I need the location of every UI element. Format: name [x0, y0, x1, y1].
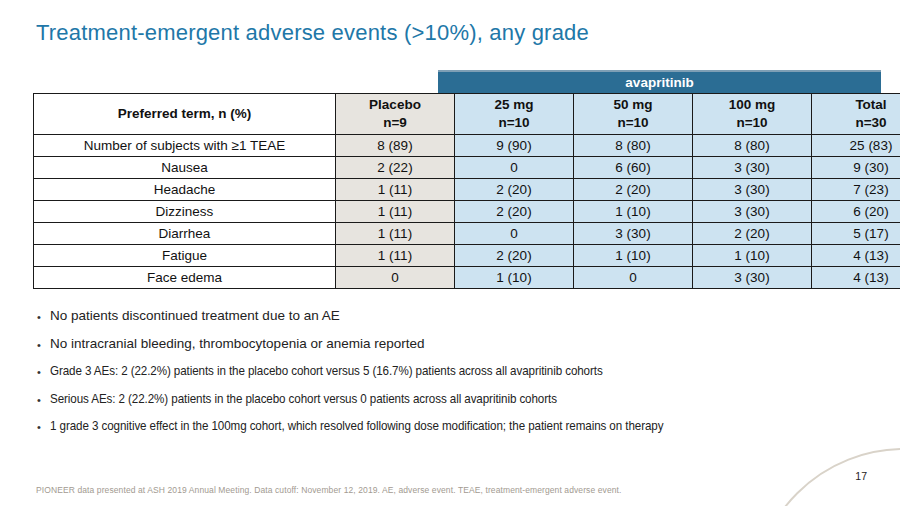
page-number: 17: [855, 470, 867, 482]
value-cell: 3 (30): [693, 201, 812, 223]
value-cell: 6 (20): [812, 201, 900, 223]
value-cell: 1 (10): [693, 245, 812, 267]
table-row-dizziness: Dizziness1 (11)2 (20)1 (10)3 (30)6 (20): [34, 201, 900, 223]
bullet-item-3: •Grade 3 AEs: 2 (22.2%) patients in the …: [37, 363, 887, 391]
value-cell: 1 (10): [574, 245, 693, 267]
bullet-item-2: •No intracranial bleeding, thrombocytope…: [37, 336, 887, 364]
column-header-100-mg: 100 mgn=10: [693, 94, 812, 135]
value-cell: 3 (30): [693, 157, 812, 179]
value-cell: 0: [574, 267, 693, 289]
preferred-term-cell: Nausea: [34, 157, 336, 179]
column-header-25-mg: 25 mgn=10: [455, 94, 574, 135]
value-cell: 25 (83): [812, 135, 900, 157]
bullet-text: Grade 3 AEs: 2 (22.2%) patients in the p…: [50, 363, 603, 378]
bullet-marker: •: [37, 308, 50, 327]
value-cell: 1 (11): [336, 201, 455, 223]
adverse-events-table: avapritinib Preferred term, n (%)Placebo…: [33, 70, 881, 289]
preferred-term-cell: Diarrhea: [34, 223, 336, 245]
value-cell: 1 (11): [336, 179, 455, 201]
table-row-headache: Headache1 (11)2 (20)2 (20)3 (30)7 (23): [34, 179, 900, 201]
value-cell: 9 (30): [812, 157, 900, 179]
bullet-marker: •: [37, 418, 50, 437]
bullet-text: 1 grade 3 cognitive effect in the 100mg …: [50, 418, 663, 433]
column-header-total: Totaln=30: [812, 94, 900, 135]
value-cell: 1 (10): [574, 201, 693, 223]
value-cell: 2 (20): [693, 223, 812, 245]
value-cell: 9 (90): [455, 135, 574, 157]
teae-table: Preferred term, n (%)Placebon=925 mgn=10…: [33, 93, 900, 289]
value-cell: 2 (20): [574, 179, 693, 201]
bullet-marker: •: [37, 391, 50, 410]
value-cell: 1 (11): [336, 245, 455, 267]
decorative-corner-arc: [752, 448, 900, 506]
value-cell: 2 (20): [455, 245, 574, 267]
bullet-text: Serious AEs: 2 (22.2%) patients in the p…: [50, 391, 557, 406]
page-title: Treatment-emergent adverse events (>10%)…: [36, 20, 589, 46]
value-cell: 1 (11): [336, 223, 455, 245]
bullet-text: No patients discontinued treatment due t…: [50, 308, 340, 323]
value-cell: 0: [455, 223, 574, 245]
key-points-list: •No patients discontinued treatment due …: [37, 308, 887, 446]
slide: Treatment-emergent adverse events (>10%)…: [0, 0, 900, 506]
value-cell: 0: [336, 267, 455, 289]
column-header-preferred-term-n: Preferred term, n (%): [34, 94, 336, 135]
preferred-term-cell: Dizziness: [34, 201, 336, 223]
preferred-term-cell: Number of subjects with ≥1 TEAE: [34, 135, 336, 157]
value-cell: 3 (30): [693, 267, 812, 289]
value-cell: 0: [455, 157, 574, 179]
bullet-item-5: •1 grade 3 cognitive effect in the 100mg…: [37, 418, 887, 446]
footer-note: PIONEER data presented at ASH 2019 Annua…: [36, 485, 622, 495]
value-cell: 5 (17): [812, 223, 900, 245]
column-header-placebo: Placebon=9: [336, 94, 455, 135]
table-row-nausea: Nausea2 (22)06 (60)3 (30)9 (30): [34, 157, 900, 179]
value-cell: 2 (22): [336, 157, 455, 179]
value-cell: 2 (20): [455, 179, 574, 201]
bullet-marker: •: [37, 363, 50, 382]
value-cell: 4 (13): [812, 245, 900, 267]
bullet-item-1: •No patients discontinued treatment due …: [37, 308, 887, 336]
bullet-marker: •: [37, 336, 50, 355]
preferred-term-cell: Fatigue: [34, 245, 336, 267]
value-cell: 8 (89): [336, 135, 455, 157]
preferred-term-cell: Headache: [34, 179, 336, 201]
preferred-term-cell: Face edema: [34, 267, 336, 289]
table-row-diarrhea: Diarrhea1 (11)03 (30)2 (20)5 (17): [34, 223, 900, 245]
value-cell: 8 (80): [693, 135, 812, 157]
table-group-header-avapritinib: avapritinib: [438, 70, 881, 93]
value-cell: 1 (10): [455, 267, 574, 289]
value-cell: 4 (13): [812, 267, 900, 289]
bullet-item-4: •Serious AEs: 2 (22.2%) patients in the …: [37, 391, 887, 419]
value-cell: 3 (30): [574, 223, 693, 245]
value-cell: 3 (30): [693, 179, 812, 201]
value-cell: 6 (60): [574, 157, 693, 179]
value-cell: 2 (20): [455, 201, 574, 223]
value-cell: 7 (23): [812, 179, 900, 201]
column-header-50-mg: 50 mgn=10: [574, 94, 693, 135]
bullet-text: No intracranial bleeding, thrombocytopen…: [50, 336, 424, 351]
table-row-face-edema: Face edema01 (10)03 (30)4 (13): [34, 267, 900, 289]
value-cell: 8 (80): [574, 135, 693, 157]
table-row-number-of-subjects-with-1-teae: Number of subjects with ≥1 TEAE8 (89)9 (…: [34, 135, 900, 157]
table-row-fatigue: Fatigue1 (11)2 (20)1 (10)1 (10)4 (13): [34, 245, 900, 267]
table-header-row: Preferred term, n (%)Placebon=925 mgn=10…: [34, 94, 900, 135]
